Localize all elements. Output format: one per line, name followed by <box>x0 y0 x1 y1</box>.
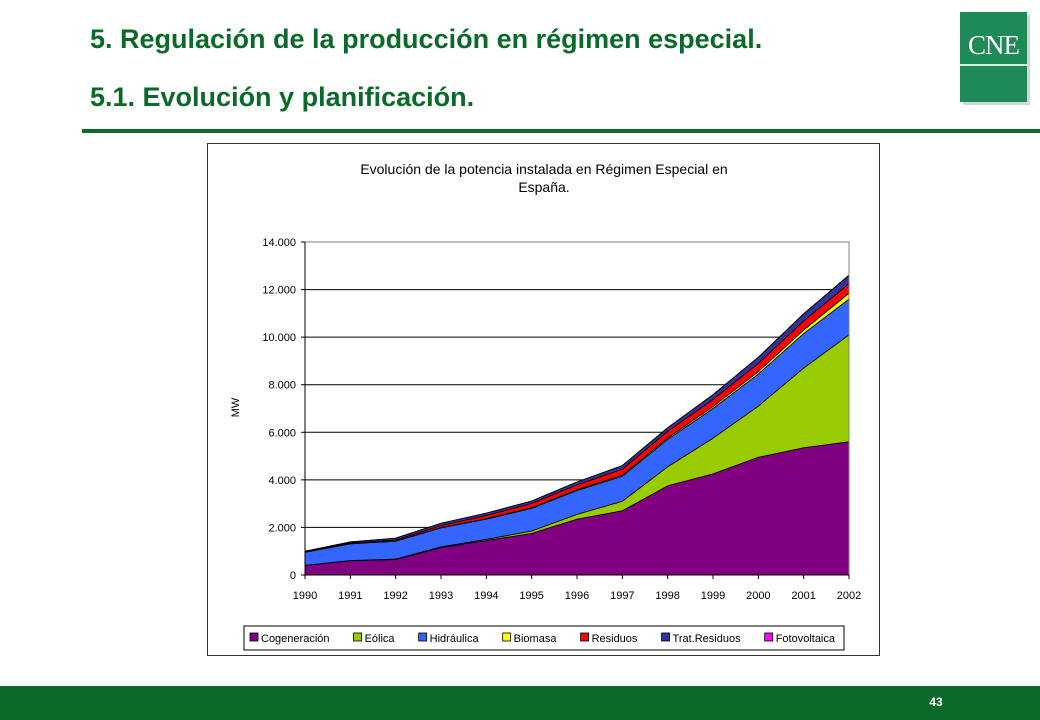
legend-box <box>243 625 845 651</box>
y-tick-label: 8.000 <box>268 380 296 392</box>
logo-rule <box>960 64 1027 66</box>
x-tick-label: 1992 <box>383 590 407 602</box>
legend-item: Fotovoltaica <box>764 632 836 645</box>
y-tick-label: 4.000 <box>268 475 296 487</box>
x-tick-label: 1998 <box>655 590 679 602</box>
y-tick-label: 14.000 <box>262 237 296 249</box>
legend-swatch <box>764 632 774 642</box>
title-divider <box>82 129 1040 133</box>
x-tick-label: 1991 <box>338 590 362 602</box>
legend-item: Eólica <box>353 632 396 645</box>
chart-title-line: Evolución de la potencia instalada en Ré… <box>360 161 727 177</box>
x-tick-label: 1990 <box>293 590 317 602</box>
legend-item: Cogeneración <box>249 632 330 645</box>
chart-frame: Evolución de la potencia instalada en Ré… <box>207 143 880 656</box>
cne-logo: CNE <box>960 12 1027 102</box>
legend-label: Eólica <box>365 633 396 645</box>
legend-swatch <box>353 632 362 642</box>
legend-item: Trat.Residuos <box>661 632 742 645</box>
x-tick-label: 1995 <box>519 590 543 602</box>
x-tick-label: 1999 <box>701 590 725 602</box>
legend-item: Residuos <box>580 632 638 645</box>
x-tick-label: 1996 <box>565 590 589 602</box>
x-tick-label: 2001 <box>791 590 815 602</box>
legend-swatch <box>418 632 428 642</box>
logo-text: CNE <box>968 30 1020 60</box>
slide-title: 5. Regulación de la producción en régime… <box>90 24 763 54</box>
x-tick-label: 2000 <box>746 590 770 602</box>
y-tick-label: 0 <box>290 570 296 582</box>
y-tick-label: 2.000 <box>268 522 296 534</box>
y-axis-label: MW <box>230 397 242 417</box>
x-tick-label: 1993 <box>429 590 453 602</box>
y-tick-label: 12.000 <box>262 285 296 297</box>
x-tick-label: 2002 <box>837 590 861 602</box>
y-tick-label: 6.000 <box>268 427 296 439</box>
legend-label: Trat.Residuos <box>673 633 742 645</box>
chart-title: Evolución de la potencia instalada en Ré… <box>360 161 727 195</box>
x-tick-label: 1997 <box>610 590 634 602</box>
stacked-area-chart: Evolución de la potencia instalada en Ré… <box>230 161 861 651</box>
legend-label: Hidráulica <box>430 633 480 645</box>
legend-swatch <box>580 632 589 642</box>
legend-label: Cogeneración <box>261 633 330 645</box>
footer-bar: 43 <box>0 686 1040 720</box>
legend-item: Biomasa <box>502 632 558 645</box>
x-tick-label: 1994 <box>474 590 498 602</box>
legend-swatch <box>502 632 512 642</box>
page-number: 43 <box>929 695 943 709</box>
legend-label: Residuos <box>592 633 638 645</box>
chart-title-line: España. <box>518 179 569 195</box>
legend-label: Biomasa <box>514 633 558 645</box>
legend-item: Hidráulica <box>418 632 480 645</box>
legend-swatch <box>249 632 259 642</box>
legend-swatch <box>661 632 670 642</box>
legend-label: Fotovoltaica <box>776 633 836 645</box>
y-tick-label: 10.000 <box>262 332 296 344</box>
slide-subtitle: 5.1. Evolución y planificación. <box>90 82 475 112</box>
